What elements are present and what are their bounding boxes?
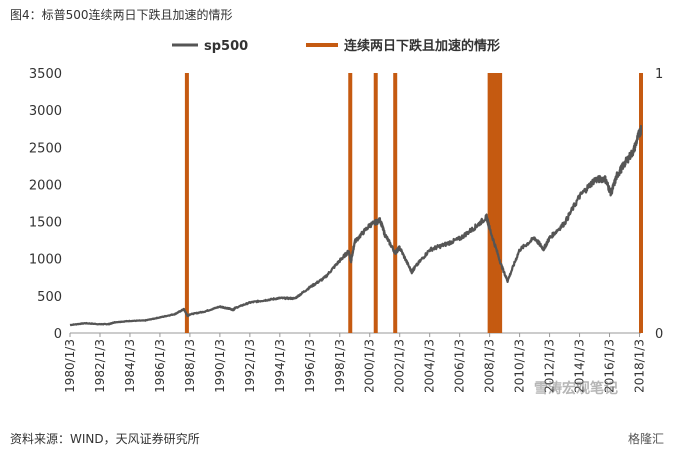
- legend-label-events: 连续两日下跌且加速的情形: [344, 38, 500, 54]
- x-tick-label: 2018/1/3: [633, 339, 647, 393]
- x-tick-label: 2014/1/3: [573, 339, 587, 393]
- x-tick-label: 2016/1/3: [603, 339, 617, 393]
- x-tick-label: 1982/1/3: [93, 339, 107, 393]
- brand-label: 格隆汇: [627, 432, 664, 446]
- x-tick-label: 1984/1/3: [123, 339, 137, 393]
- source-note: 资料来源：WIND，天风证券研究所: [10, 432, 200, 446]
- event-bar: [493, 73, 498, 333]
- y-tick-label: 3000: [29, 104, 62, 119]
- x-tick-label: 2002/1/3: [393, 339, 407, 393]
- x-tick-label: 2008/1/3: [483, 339, 497, 393]
- event-bar: [373, 73, 378, 333]
- x-tick-label: 1994/1/3: [273, 339, 287, 393]
- y-right-tick-label: 0: [655, 327, 663, 342]
- y-tick-label: 3500: [29, 67, 62, 82]
- x-tick-label: 1992/1/3: [243, 339, 257, 393]
- event-bar: [393, 73, 398, 333]
- x-tick-label: 1980/1/3: [63, 339, 77, 393]
- x-tick-label: 1986/1/3: [153, 339, 167, 393]
- legend-label-sp500: sp500: [204, 39, 248, 54]
- y-tick-label: 0: [54, 327, 62, 342]
- x-tick-label: 1996/1/3: [303, 339, 317, 393]
- y-right-tick-label: 1: [655, 67, 663, 82]
- event-bar: [184, 73, 189, 333]
- x-tick-label: 1998/1/3: [333, 339, 347, 393]
- x-tick-label: 1990/1/3: [213, 339, 227, 393]
- x-tick-label: 2004/1/3: [423, 339, 437, 393]
- event-bar: [490, 73, 495, 333]
- sp500-series-line: [69, 124, 643, 327]
- x-tick-label: 2012/1/3: [543, 339, 557, 393]
- x-tick-label: 1988/1/3: [183, 339, 197, 393]
- event-bar: [639, 73, 643, 333]
- event-bar: [348, 73, 353, 333]
- y-tick-label: 1500: [29, 216, 62, 231]
- y-tick-label: 2000: [29, 178, 62, 193]
- watermark-text: 雪涛宏观笔记: [534, 381, 618, 397]
- event-bar: [495, 73, 500, 333]
- y-tick-label: 500: [37, 290, 62, 305]
- event-bar: [498, 73, 503, 333]
- y-tick-label: 1000: [29, 253, 62, 268]
- y-tick-label: 2500: [29, 141, 62, 156]
- figure-caption: 图4：标普500连续两日下跌且加速的情形: [10, 8, 233, 22]
- x-tick-label: 2010/1/3: [513, 339, 527, 393]
- x-tick-label: 2006/1/3: [453, 339, 467, 393]
- event-bar: [487, 73, 492, 333]
- x-tick-label: 2000/1/3: [363, 339, 377, 393]
